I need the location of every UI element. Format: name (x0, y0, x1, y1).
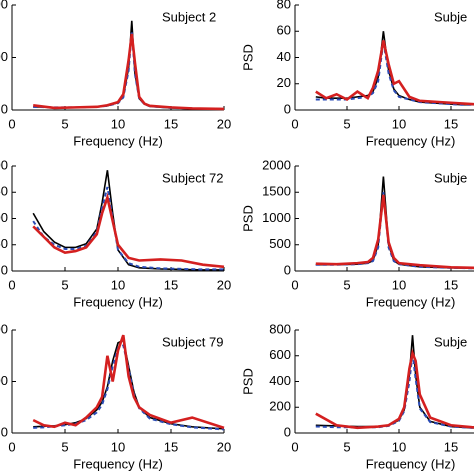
data-line (315, 192, 474, 270)
chart-title: Subje (434, 9, 467, 24)
y-tick-label: 40 (277, 49, 291, 64)
y-tick-label: 100 (0, 210, 8, 225)
x-tick-label: 0 (8, 277, 15, 292)
y-tick-label: 400 (269, 373, 291, 388)
y-tick-label: 60 (277, 23, 291, 38)
y-tick-label: 200 (0, 0, 8, 11)
x-tick-label: 15 (444, 439, 458, 454)
y-tick-label: 1000 (262, 210, 291, 225)
x-tick-label: 20 (217, 277, 231, 292)
x-tick-label: 5 (61, 277, 68, 292)
y-tick-label: 80 (277, 0, 291, 11)
y-tick-label: 0 (284, 101, 291, 116)
y-tick-label: 0 (1, 101, 8, 116)
x-tick-label: 15 (164, 439, 178, 454)
chart-title: Subject 2 (162, 9, 216, 24)
x-axis-label: Frequency (Hz) (366, 456, 456, 471)
x-tick-label: 20 (217, 116, 231, 131)
x-tick-label: 10 (392, 116, 406, 131)
y-tick-label: 100 (0, 49, 8, 64)
y-tick-label: 200 (0, 157, 8, 172)
x-tick-label: 5 (61, 116, 68, 131)
y-tick-label: 150 (0, 184, 8, 199)
chart-title: Subject 72 (162, 170, 223, 185)
data-line (32, 334, 225, 430)
data-line (315, 40, 474, 106)
x-tick-label: 5 (343, 439, 350, 454)
y-axis-label: PSD (240, 44, 255, 71)
data-line (33, 31, 225, 110)
y-tick-label: 100 (0, 373, 8, 388)
data-line (315, 348, 474, 430)
x-tick-label: 5 (343, 277, 350, 292)
y-axis-label: PSD (240, 368, 255, 395)
y-tick-label: 0 (284, 262, 291, 277)
x-axis-label: Frequency (Hz) (73, 133, 163, 148)
x-tick-label: 10 (111, 439, 125, 454)
x-tick-label: 10 (392, 277, 406, 292)
data-line (33, 339, 225, 430)
data-line (315, 353, 474, 429)
y-tick-label: 1500 (262, 184, 291, 199)
y-tick-label: 0 (1, 262, 8, 277)
data-line (32, 170, 224, 271)
x-tick-label: 10 (392, 439, 406, 454)
y-axis-label: PSD (240, 205, 255, 232)
x-tick-label: 10 (111, 277, 125, 292)
x-tick-label: 5 (61, 439, 68, 454)
x-axis-label: Frequency (Hz) (73, 294, 163, 309)
x-tick-label: 0 (8, 116, 15, 131)
y-tick-label: 0 (1, 424, 8, 439)
x-tick-label: 10 (111, 116, 125, 131)
chart-title: Subje (434, 170, 467, 185)
y-tick-label: 2000 (262, 157, 291, 172)
x-tick-label: 20 (217, 439, 231, 454)
data-line (32, 192, 225, 269)
data-line (33, 344, 225, 431)
y-tick-label: 200 (0, 321, 8, 336)
data-line (33, 33, 225, 111)
x-tick-label: 15 (164, 116, 178, 131)
data-line (315, 176, 474, 270)
x-axis-label: Frequency (Hz) (73, 456, 163, 471)
x-tick-label: 0 (291, 116, 298, 131)
x-axis-label: Frequency (Hz) (366, 133, 456, 148)
y-tick-label: 20 (277, 75, 291, 90)
x-tick-label: 5 (343, 116, 350, 131)
chart-title: Subje (434, 334, 467, 349)
y-tick-label: 800 (269, 321, 291, 336)
y-tick-label: 600 (269, 347, 291, 362)
y-tick-label: 50 (0, 236, 8, 251)
x-axis-label: Frequency (Hz) (366, 294, 456, 309)
x-tick-label: 15 (444, 116, 458, 131)
data-line (315, 194, 474, 270)
y-tick-label: 0 (284, 424, 291, 439)
x-tick-label: 0 (8, 439, 15, 454)
y-tick-label: 200 (269, 399, 291, 414)
x-tick-label: 15 (444, 277, 458, 292)
x-tick-label: 0 (291, 439, 298, 454)
data-line (32, 186, 224, 271)
chart-title: Subject 79 (162, 334, 223, 349)
x-tick-label: 0 (291, 277, 298, 292)
x-tick-label: 15 (164, 277, 178, 292)
y-tick-label: 500 (269, 236, 291, 251)
